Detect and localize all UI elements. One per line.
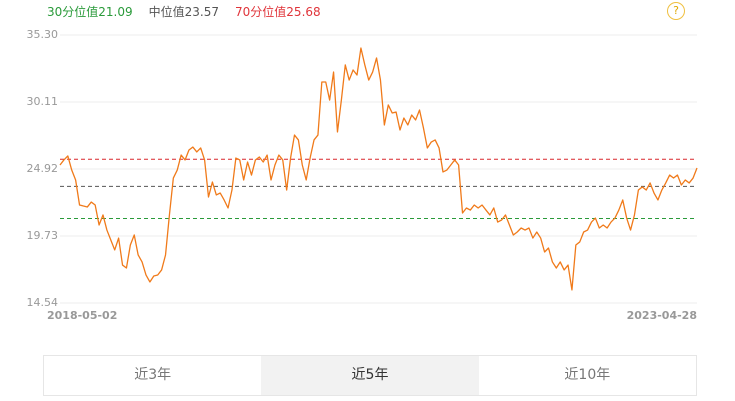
help-icon[interactable]: ? — [667, 2, 685, 20]
legend-value: 23.57 — [184, 5, 220, 19]
range-tab[interactable]: 近5年 — [261, 356, 479, 395]
range-tab[interactable]: 近10年 — [564, 367, 611, 383]
x-tick-label: 2023-04-28 — [627, 309, 697, 322]
range-tabs: 近3年 近5年 近10年 — [43, 355, 697, 396]
y-tick-label: 19.73 — [27, 229, 59, 242]
legend-item: 70分位值25.68 — [235, 5, 321, 19]
price-line — [59, 47, 698, 291]
legend-name: 中位值 — [148, 5, 185, 19]
y-tick-label: 14.54 — [27, 296, 59, 309]
y-tick-label: 35.30 — [27, 28, 59, 41]
legend-name: 70分位值 — [235, 5, 287, 19]
legend-item: 中位值23.57 — [149, 5, 219, 19]
legend-value: 21.09 — [98, 5, 133, 19]
legend: 30分位值21.09 中位值23.57 70分位值25.68 — [47, 4, 337, 20]
range-tab[interactable]: 近3年 — [134, 367, 172, 383]
y-tick-label: 24.92 — [27, 162, 59, 175]
legend-name: 30分位值 — [47, 5, 99, 19]
legend-value: 25.68 — [286, 5, 321, 19]
legend-item: 30分位值21.09 — [47, 5, 133, 19]
y-tick-label: 30.11 — [27, 95, 59, 108]
x-tick-label: 2018-05-02 — [47, 309, 117, 322]
chart: 14.54 19.73 24.92 30.11 35.30 2018-05-02 2023-… — [27, 28, 698, 322]
